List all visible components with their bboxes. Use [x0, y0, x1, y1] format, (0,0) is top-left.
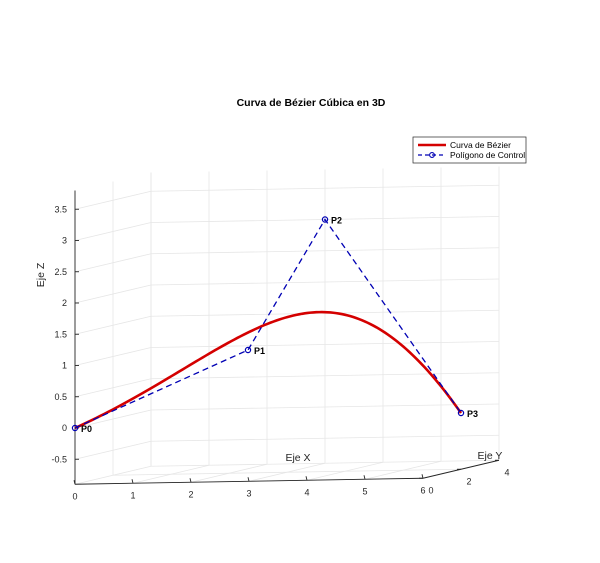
- series: [71, 216, 465, 432]
- grid-line-side-z: [74, 378, 152, 398]
- control-point-label: P0: [81, 424, 92, 434]
- grid-line-back-z: [150, 341, 500, 348]
- control-point-label: P1: [254, 346, 265, 356]
- legend-entry-polygon: Polígono de Control: [450, 150, 525, 160]
- grid-line-back-z: [150, 184, 500, 192]
- x-tick-label: 4: [304, 487, 309, 497]
- control-point-label: P2: [331, 216, 342, 226]
- legend-marker-polygon: [429, 152, 435, 158]
- control-point-marker: [244, 346, 252, 354]
- x-tick-label: 0: [72, 491, 77, 501]
- legend-entry-curve: Curva de Bézier: [450, 140, 511, 150]
- x-tick-mark: [363, 475, 366, 480]
- x-tick-label: 1: [130, 490, 135, 500]
- legend: Curva de Bézier Polígono de Control: [412, 136, 527, 164]
- x-tick-label: 5: [362, 486, 367, 496]
- control-point-marker: [457, 409, 465, 417]
- grid-line-side-z: [74, 253, 152, 273]
- z-tick-label: 1: [62, 361, 67, 371]
- z-tick-label: 3.5: [54, 204, 67, 214]
- z-tick-label: -0.5: [51, 454, 67, 464]
- y-axis-label: Eje Y: [478, 450, 503, 462]
- point-labels: P0 P1 P2 P3: [81, 216, 478, 435]
- z-tick-label: 2.5: [54, 267, 67, 277]
- grid-line-side-z: [74, 347, 152, 366]
- x-tick-label: 6: [420, 485, 425, 495]
- grid-line-side-z: [74, 409, 152, 429]
- grid-line-back-z: [150, 247, 500, 255]
- grid-line-back-z: [150, 434, 500, 442]
- x-axis-label: Eje X: [285, 452, 310, 464]
- z-tick-label: 2: [62, 298, 67, 308]
- x-tick-mark: [131, 479, 134, 484]
- z-tick-label: 0: [62, 423, 67, 433]
- chart-title: Curva de Bézier Cúbica en 3D: [237, 97, 386, 109]
- grid-line-side-z: [74, 222, 152, 241]
- z-tick-label: 1.5: [54, 329, 67, 339]
- grid-line-side-z: [74, 440, 152, 460]
- grid-line-side-z: [74, 284, 152, 304]
- z-tick-label: 3: [62, 236, 67, 246]
- z-tick-label: 0.5: [54, 392, 67, 402]
- z-axis-label: Eje Z: [35, 262, 47, 287]
- grid-line-side-z: [74, 190, 152, 210]
- x-tick-mark: [421, 474, 424, 479]
- x-tick-mark: [305, 476, 308, 481]
- x-tick-mark: [189, 478, 192, 483]
- grid-line-back-z: [150, 403, 500, 411]
- control-point-label: P3: [467, 409, 478, 419]
- grid-line-side-z: [74, 315, 152, 335]
- y-tick-label: 4: [504, 467, 509, 477]
- control-point-marker: [71, 424, 79, 432]
- control-point-marker: [321, 216, 329, 223]
- x-tick-label: 3: [246, 488, 251, 498]
- grid-line-back-z: [150, 372, 500, 380]
- x-tick-label: 2: [188, 489, 193, 499]
- axes: [73, 190, 500, 485]
- y-tick-label: 2: [466, 476, 471, 486]
- series-control-polygon: [74, 218, 462, 429]
- x-tick-mark: [73, 480, 76, 485]
- grid-line-back-z: [150, 278, 500, 286]
- series-bezier-curve: [74, 310, 463, 430]
- tick-labels: 0 1 2 3 4 5 6 024-0.500.511.522.533.5: [51, 204, 509, 501]
- grid-line-floor-y: [112, 468, 462, 476]
- y-tick-label: 0: [428, 485, 433, 495]
- x-tick-mark: [247, 477, 250, 482]
